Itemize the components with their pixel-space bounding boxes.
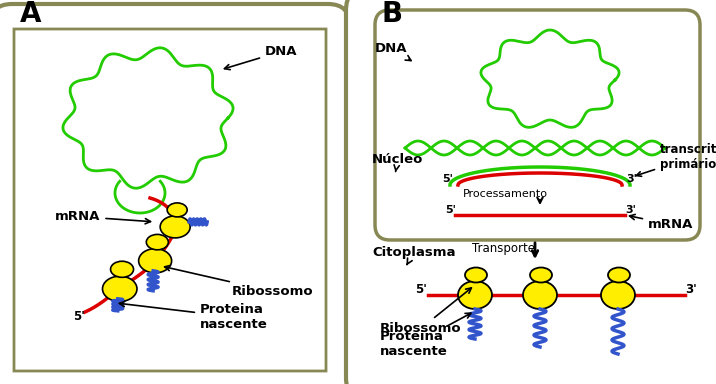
Ellipse shape — [608, 268, 630, 283]
FancyBboxPatch shape — [10, 25, 330, 375]
Ellipse shape — [146, 234, 168, 250]
Text: Transporte: Transporte — [472, 242, 535, 255]
Ellipse shape — [465, 268, 487, 283]
Text: DNA: DNA — [224, 45, 298, 70]
Ellipse shape — [530, 268, 552, 283]
Ellipse shape — [139, 249, 172, 273]
Ellipse shape — [160, 216, 190, 238]
Text: Processamento: Processamento — [463, 189, 548, 199]
Text: 3': 3' — [626, 174, 637, 184]
Ellipse shape — [458, 281, 492, 309]
Text: mRNA: mRNA — [55, 210, 150, 224]
Text: A: A — [20, 0, 42, 28]
Text: Núcleo: Núcleo — [372, 153, 423, 172]
Text: 3': 3' — [685, 283, 697, 296]
FancyBboxPatch shape — [346, 0, 716, 384]
Text: mRNA: mRNA — [629, 214, 693, 231]
Text: Proteina
nascente: Proteina nascente — [120, 301, 268, 331]
Text: Ribossomo: Ribossomo — [165, 265, 314, 298]
Text: B: B — [382, 0, 403, 28]
Text: Ribossomo: Ribossomo — [380, 288, 471, 335]
Ellipse shape — [167, 203, 187, 217]
Text: 5': 5' — [415, 283, 427, 296]
FancyBboxPatch shape — [375, 10, 700, 240]
Ellipse shape — [601, 281, 635, 309]
Text: transcrito
primário: transcrito primário — [637, 143, 716, 176]
Text: 5': 5' — [442, 174, 453, 184]
Text: 3': 3' — [625, 205, 636, 215]
Text: Proteina
nascente: Proteina nascente — [380, 313, 471, 358]
Text: Citoplasma: Citoplasma — [372, 246, 455, 265]
Text: DNA: DNA — [375, 42, 411, 61]
Ellipse shape — [523, 281, 557, 309]
FancyBboxPatch shape — [0, 4, 350, 384]
Ellipse shape — [110, 261, 134, 277]
Text: 5': 5' — [73, 310, 85, 323]
Ellipse shape — [102, 276, 137, 301]
Text: 5': 5' — [445, 205, 456, 215]
